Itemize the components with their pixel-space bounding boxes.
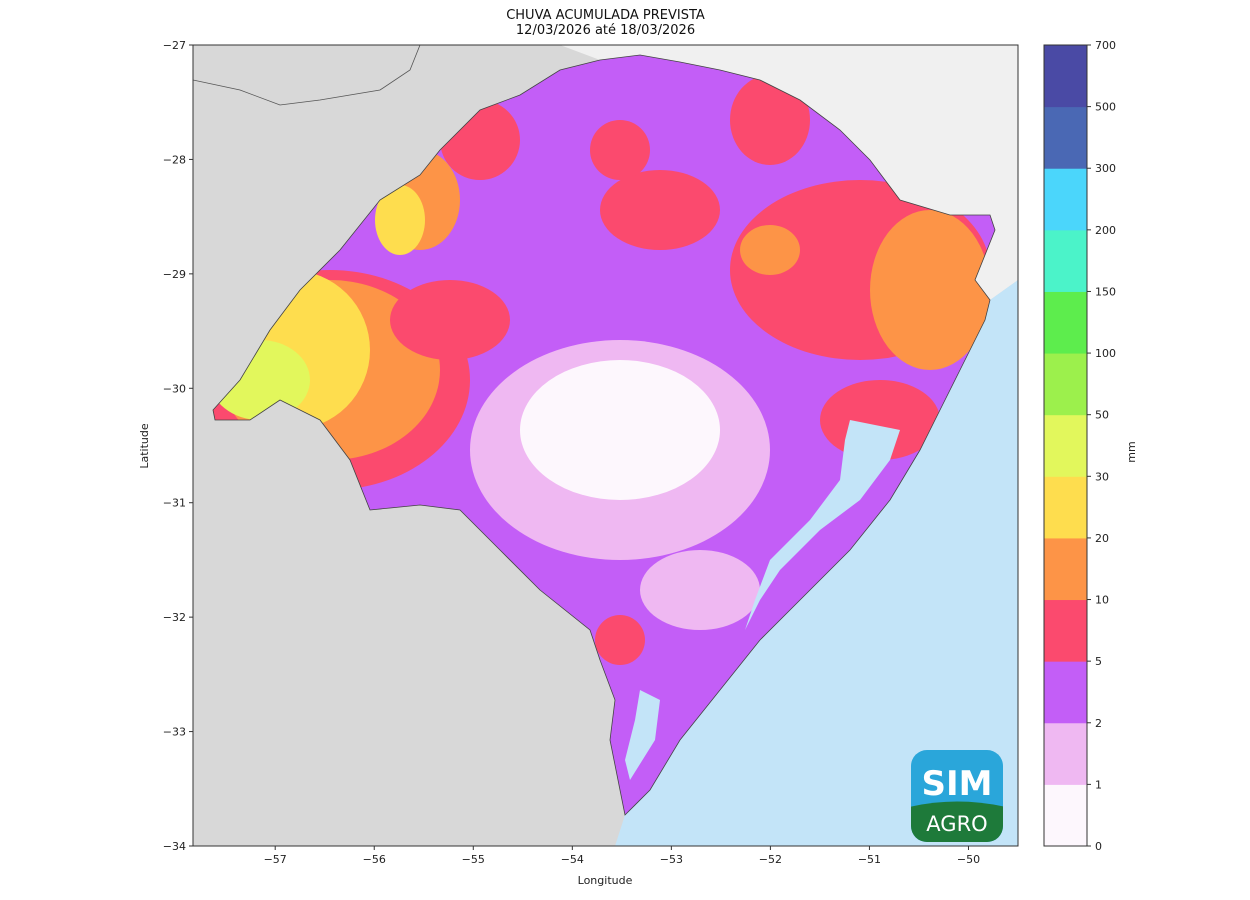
logo-agro: AGRO [926, 812, 987, 836]
title-line-2: 12/03/2026 até 18/03/2026 [515, 23, 696, 38]
colorbar-band [1044, 168, 1087, 231]
colorbar-band [1044, 784, 1087, 847]
colorbar-unit: mm [1125, 441, 1138, 462]
y-tick-label: −33 [163, 726, 186, 739]
simagro-logo: SIM AGRO [911, 750, 1003, 842]
colorbar-band [1044, 599, 1087, 662]
x-tick-label: −55 [462, 853, 485, 866]
y-axis-label: Latitude [138, 423, 151, 469]
colorbar-label: 100 [1095, 347, 1116, 360]
x-tick-label: −51 [858, 853, 881, 866]
colorbar-band [1044, 661, 1087, 724]
colorbar-label: 300 [1095, 162, 1116, 175]
plot-frame [192, 44, 1019, 847]
colorbar-label: 500 [1095, 101, 1116, 114]
y-tick-label: −29 [163, 268, 186, 281]
colorbar-band [1044, 291, 1087, 354]
colorbar-band [1044, 414, 1087, 477]
colorbar-label: 150 [1095, 285, 1116, 298]
colorbar-label: 50 [1095, 409, 1109, 422]
colorbar-label: 2 [1095, 717, 1102, 730]
title-line-1: CHUVA ACUMULADA PREVISTA [506, 8, 705, 23]
x-tick-label: −50 [957, 853, 980, 866]
y-tick-label: −27 [163, 39, 186, 52]
colorbar-band [1044, 45, 1087, 108]
logo-sim: SIM [922, 764, 993, 804]
colorbar-band [1044, 229, 1087, 292]
x-tick-label: −57 [264, 853, 287, 866]
x-tick-label: −52 [759, 853, 782, 866]
colorbar-band [1044, 476, 1087, 539]
colorbar-label: 5 [1095, 655, 1102, 668]
colorbar-label: 1 [1095, 778, 1102, 791]
x-tick-label: −54 [561, 853, 584, 866]
colorbar: 0 1 2 5 10 20 30 50 100 150 200 300 500 700 [1043, 39, 1116, 853]
colorbar-label: 0 [1095, 840, 1102, 853]
colorbar-label: 700 [1095, 39, 1116, 52]
y-tick-label: −34 [163, 840, 186, 853]
colorbar-label: 30 [1095, 470, 1109, 483]
y-tick-label: −31 [163, 497, 186, 510]
colorbar-label: 20 [1095, 532, 1109, 545]
colorbar-label: 10 [1095, 594, 1109, 607]
colorbar-band [1044, 353, 1087, 416]
land-north [560, 45, 1018, 300]
y-tick-label: −32 [163, 611, 186, 624]
colorbar-band [1044, 106, 1087, 169]
border-line [193, 45, 421, 106]
colorbar-band [1044, 722, 1087, 785]
colorbar-frame [1043, 44, 1088, 847]
x-axis-label: Longitude [578, 874, 633, 887]
x-axis: −57 −56 −55 −54 −53 −52 −51 −50 [264, 846, 980, 866]
y-axis: −27 −28 −29 −30 −31 −32 −33 −34 [163, 39, 193, 853]
colorbar-label: 200 [1095, 224, 1116, 237]
colorbar-band [1044, 537, 1087, 601]
x-tick-label: −56 [363, 853, 386, 866]
x-tick-label: −53 [660, 853, 683, 866]
y-tick-label: −30 [163, 382, 186, 395]
ocean [615, 280, 1018, 846]
y-tick-label: −28 [163, 153, 186, 166]
